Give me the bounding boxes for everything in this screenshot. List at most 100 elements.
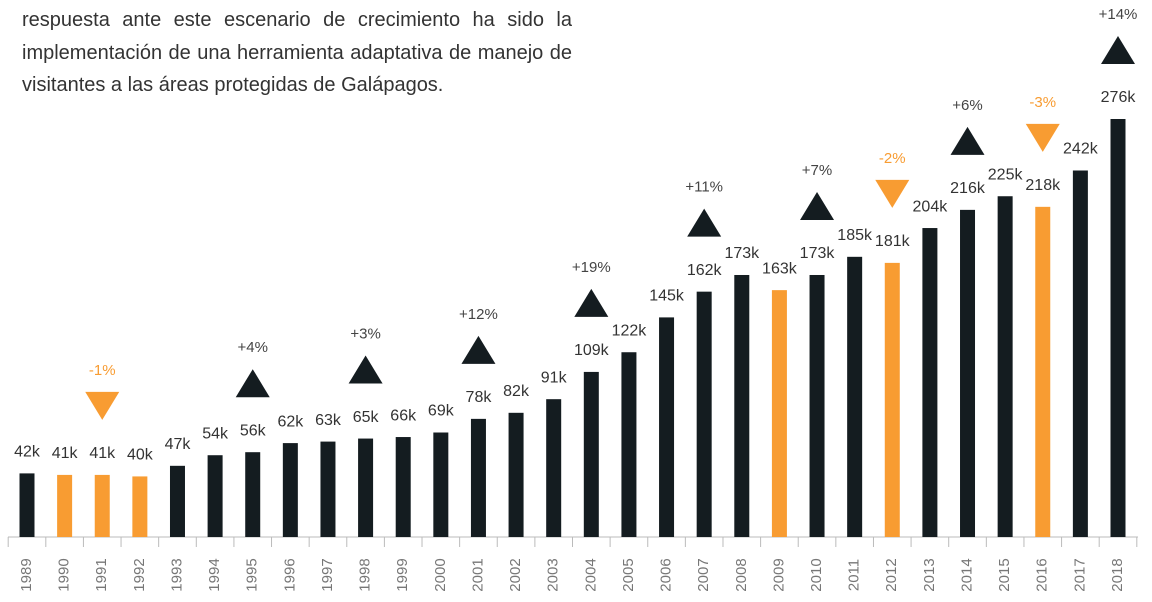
- year-label: 2010: [808, 558, 825, 591]
- year-label: 1997: [319, 558, 336, 591]
- bar: [696, 291, 712, 537]
- value-label: 41k: [52, 445, 79, 462]
- bar: [583, 371, 599, 537]
- change-label: +4%: [237, 339, 267, 356]
- bar: [245, 452, 261, 537]
- year-label: 2012: [883, 558, 900, 591]
- bar: [508, 412, 524, 537]
- bar: [282, 443, 298, 537]
- paragraph: respuesta ante este escenario de crecimi…: [22, 9, 572, 96]
- bar: [1035, 206, 1051, 537]
- up-arrow: [687, 208, 722, 237]
- value-label: 242k: [1063, 141, 1099, 158]
- bar: [207, 455, 223, 537]
- value-label: 276k: [1101, 89, 1137, 106]
- value-label: 218k: [1025, 177, 1061, 194]
- value-label: 173k: [800, 245, 836, 262]
- up-arrow: [800, 191, 835, 220]
- year-label: 2013: [921, 558, 938, 591]
- year-label: 2008: [733, 558, 750, 591]
- year-label: 1996: [281, 558, 298, 591]
- bar: [884, 262, 900, 537]
- up-arrow: [950, 126, 985, 155]
- value-label: 47k: [165, 436, 192, 453]
- up-arrow: [235, 369, 270, 398]
- up-arrow: [1101, 36, 1135, 64]
- bar: [997, 196, 1013, 537]
- up-arrow: [574, 288, 609, 317]
- value-label: 173k: [724, 245, 760, 262]
- change-label: +14%: [1099, 6, 1138, 23]
- value-label: 185k: [837, 227, 873, 244]
- down-arrow: [85, 391, 120, 420]
- change-label: -1%: [89, 362, 116, 379]
- bar: [922, 228, 938, 538]
- bar: [1110, 119, 1126, 537]
- bar: [1072, 170, 1088, 538]
- change-label: +3%: [350, 326, 380, 343]
- value-label: 65k: [353, 409, 380, 426]
- value-label: 163k: [762, 260, 798, 277]
- value-label: 162k: [687, 262, 723, 279]
- year-label: 1991: [93, 558, 110, 591]
- value-label: 62k: [277, 413, 304, 430]
- value-label: 82k: [503, 383, 530, 400]
- value-label: 63k: [315, 412, 342, 429]
- bar: [771, 290, 787, 537]
- value-label: 66k: [390, 407, 417, 424]
- value-label: 54k: [202, 425, 229, 442]
- bar: [19, 473, 35, 537]
- year-label: 2002: [507, 558, 524, 591]
- value-label: 42k: [14, 444, 41, 461]
- bar: [169, 465, 185, 537]
- value-label: 225k: [988, 166, 1024, 183]
- year-label: 1993: [168, 558, 185, 591]
- year-label: 2003: [545, 558, 562, 591]
- bar: [847, 256, 863, 537]
- value-label: 216k: [950, 180, 986, 197]
- bar: [433, 432, 449, 537]
- change-label: +11%: [685, 179, 723, 196]
- year-label: 2000: [432, 558, 449, 591]
- bar: [621, 352, 637, 537]
- year-label: 1995: [244, 558, 261, 591]
- bar: [734, 274, 750, 537]
- year-label: 2016: [1034, 558, 1051, 591]
- bar: [809, 274, 825, 537]
- down-arrow: [875, 179, 910, 208]
- year-label: 2006: [658, 558, 675, 591]
- value-label: 41k: [89, 445, 116, 462]
- year-label: 2011: [846, 559, 863, 591]
- value-label: 122k: [612, 322, 648, 339]
- value-label: 91k: [541, 369, 568, 386]
- bar: [358, 438, 374, 537]
- value-label: 56k: [240, 422, 267, 439]
- change-label: -3%: [1029, 94, 1056, 111]
- value-label: 40k: [127, 447, 154, 464]
- bar: [132, 476, 148, 537]
- year-label: 2009: [770, 558, 787, 591]
- value-label: 78k: [466, 389, 493, 406]
- bar: [94, 474, 110, 537]
- year-label: 2005: [620, 558, 637, 591]
- up-arrow: [461, 335, 496, 364]
- year-label: 2017: [1071, 558, 1088, 591]
- up-arrow: [348, 355, 383, 384]
- bar: [960, 209, 976, 537]
- year-label: 1989: [18, 558, 35, 591]
- change-label: +6%: [952, 97, 982, 114]
- year-label: 2007: [695, 558, 712, 591]
- year-label: 2014: [958, 558, 975, 591]
- change-label: -2%: [879, 150, 906, 167]
- year-label: 2015: [996, 558, 1013, 591]
- year-label: 1998: [357, 558, 374, 591]
- bar: [395, 437, 411, 537]
- bar: [470, 418, 486, 537]
- bar: [546, 399, 562, 537]
- year-label: 2001: [469, 558, 486, 591]
- value-label: 204k: [913, 198, 949, 215]
- value-label: 181k: [875, 233, 911, 250]
- bar: [659, 317, 675, 537]
- change-label: +7%: [802, 162, 832, 179]
